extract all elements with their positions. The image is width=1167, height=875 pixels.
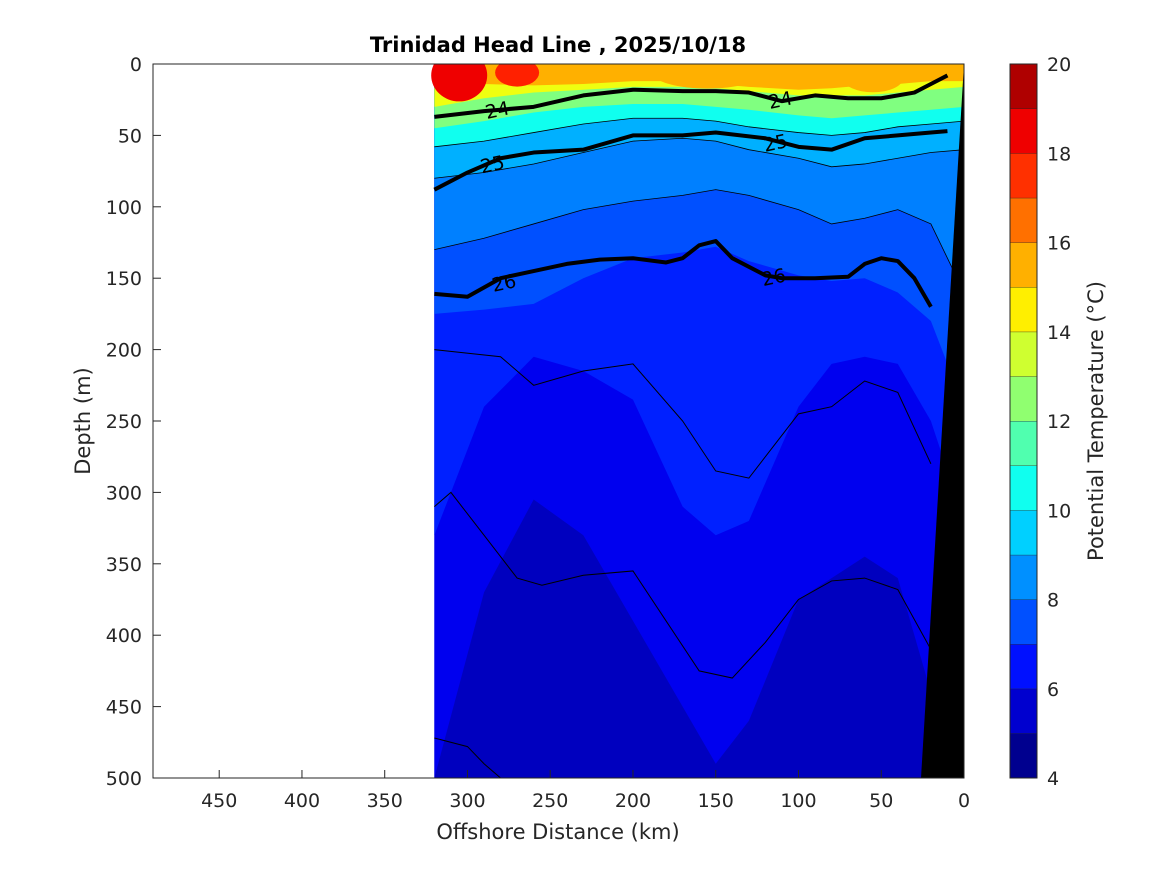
colorbar-step bbox=[1010, 510, 1037, 555]
colorbar-step bbox=[1010, 554, 1037, 600]
contour-label-text: 26 bbox=[490, 270, 518, 297]
thin-contour-layer bbox=[434, 117, 964, 778]
colorbar-label: Potential Temperature (°C) bbox=[1084, 281, 1108, 561]
colorbar-step bbox=[1010, 153, 1037, 198]
x-tick-label: 0 bbox=[958, 790, 970, 812]
y-tick-label: 300 bbox=[106, 482, 142, 504]
contour-label-2: 25 bbox=[478, 152, 506, 179]
colorbar-step bbox=[1010, 688, 1037, 734]
colorbar-step bbox=[1010, 421, 1037, 466]
colorbar-step bbox=[1010, 733, 1037, 778]
bathymetry-shape bbox=[921, 64, 964, 778]
colorbar-tick-label: 4 bbox=[1047, 768, 1059, 790]
thin-contour-2 bbox=[434, 737, 501, 778]
contour-label-1: 24 bbox=[766, 87, 794, 114]
x-axis: 450 400 350 300 250 200 150 100 50 0 bbox=[201, 770, 970, 812]
colorbar-step bbox=[1010, 465, 1037, 511]
y-tick-label: 50 bbox=[118, 125, 142, 147]
x-tick-label: 400 bbox=[284, 790, 320, 812]
contour-line-26 bbox=[434, 239, 933, 308]
chart-title: Trinidad Head Line , 2025/10/18 bbox=[370, 33, 746, 57]
colorbar-tick-label: 16 bbox=[1047, 233, 1071, 255]
y-tick-label: 400 bbox=[106, 625, 142, 647]
colorbar-step bbox=[1010, 242, 1037, 288]
colorbar-step bbox=[1010, 108, 1037, 154]
colorbar-frame bbox=[1009, 63, 1038, 779]
x-axis-label: Offshore Distance (km) bbox=[436, 820, 679, 844]
contour-label-layer: 24 24 25 25 26 26 bbox=[478, 87, 794, 297]
contour-line-25 bbox=[433, 129, 948, 192]
thin-contour-0 bbox=[434, 349, 932, 479]
x-tick-label: 300 bbox=[449, 790, 485, 812]
y-tick-label: 250 bbox=[106, 411, 142, 433]
colorbar-step bbox=[1010, 287, 1037, 332]
warm-patch-orange bbox=[495, 64, 540, 87]
y-tick-label: 150 bbox=[106, 268, 142, 290]
colorbar-tick-label: 10 bbox=[1047, 500, 1071, 522]
contour-label-text: 25 bbox=[761, 130, 789, 157]
colorbar-step bbox=[1010, 376, 1037, 421]
contour-line-24 bbox=[434, 73, 949, 119]
y-tick-label: 0 bbox=[130, 54, 142, 76]
colorbar-tick-label: 14 bbox=[1047, 322, 1071, 344]
x-tick-label: 50 bbox=[869, 790, 893, 812]
colorbar-tick-label: 18 bbox=[1047, 143, 1071, 165]
thin-contour-t10 bbox=[434, 137, 964, 179]
contour-label-4: 26 bbox=[490, 270, 518, 297]
y-tick-label: 100 bbox=[106, 197, 142, 219]
y-tick-label: 350 bbox=[106, 554, 142, 576]
contour-label-5: 26 bbox=[760, 264, 788, 291]
x-tick-label: 250 bbox=[532, 790, 568, 812]
warm-patch-orange-east bbox=[842, 64, 903, 93]
y-axis: 0 50 100 150 200 250 300 350 400 450 500 bbox=[106, 54, 161, 790]
colorbar: 4 6 8 10 12 14 16 18 20 bbox=[1009, 54, 1071, 790]
thin-contour-t11 bbox=[434, 117, 964, 148]
y-axis-label: Depth (m) bbox=[71, 367, 95, 474]
colorbar-tick-label: 12 bbox=[1047, 411, 1071, 433]
x-tick-label: 450 bbox=[201, 790, 237, 812]
contour-label-3: 25 bbox=[761, 130, 789, 157]
y-tick-label: 450 bbox=[106, 697, 142, 719]
warm-patch-orange-mid bbox=[652, 64, 763, 89]
x-tick-label: 350 bbox=[367, 790, 403, 812]
colorbar-step bbox=[1010, 64, 1037, 109]
x-tick-label: 150 bbox=[698, 790, 734, 812]
x-tick-label: 100 bbox=[780, 790, 816, 812]
contour-label-text: 24 bbox=[483, 97, 511, 124]
colorbar-tick-label: 20 bbox=[1047, 54, 1071, 76]
contour-label-text: 25 bbox=[478, 152, 506, 179]
contour-label-text: 24 bbox=[766, 87, 794, 114]
bold-contour-layer bbox=[433, 73, 949, 308]
colorbar-step bbox=[1010, 599, 1037, 645]
y-tick-label: 200 bbox=[106, 340, 142, 362]
colorbar-tick-label: 6 bbox=[1047, 679, 1059, 701]
thin-contour-1 bbox=[434, 491, 932, 679]
thin-contour-t9 bbox=[434, 189, 964, 293]
colorbar-step bbox=[1010, 331, 1037, 377]
colorbar-step bbox=[1010, 197, 1037, 243]
contour-label-0: 24 bbox=[483, 97, 511, 124]
contour-label-text: 26 bbox=[760, 264, 788, 291]
colorbar-step bbox=[1010, 644, 1037, 689]
x-tick-label: 200 bbox=[615, 790, 651, 812]
warm-patch-red bbox=[431, 64, 488, 102]
colorbar-tick-label: 8 bbox=[1047, 590, 1059, 612]
y-tick-label: 500 bbox=[106, 768, 142, 790]
